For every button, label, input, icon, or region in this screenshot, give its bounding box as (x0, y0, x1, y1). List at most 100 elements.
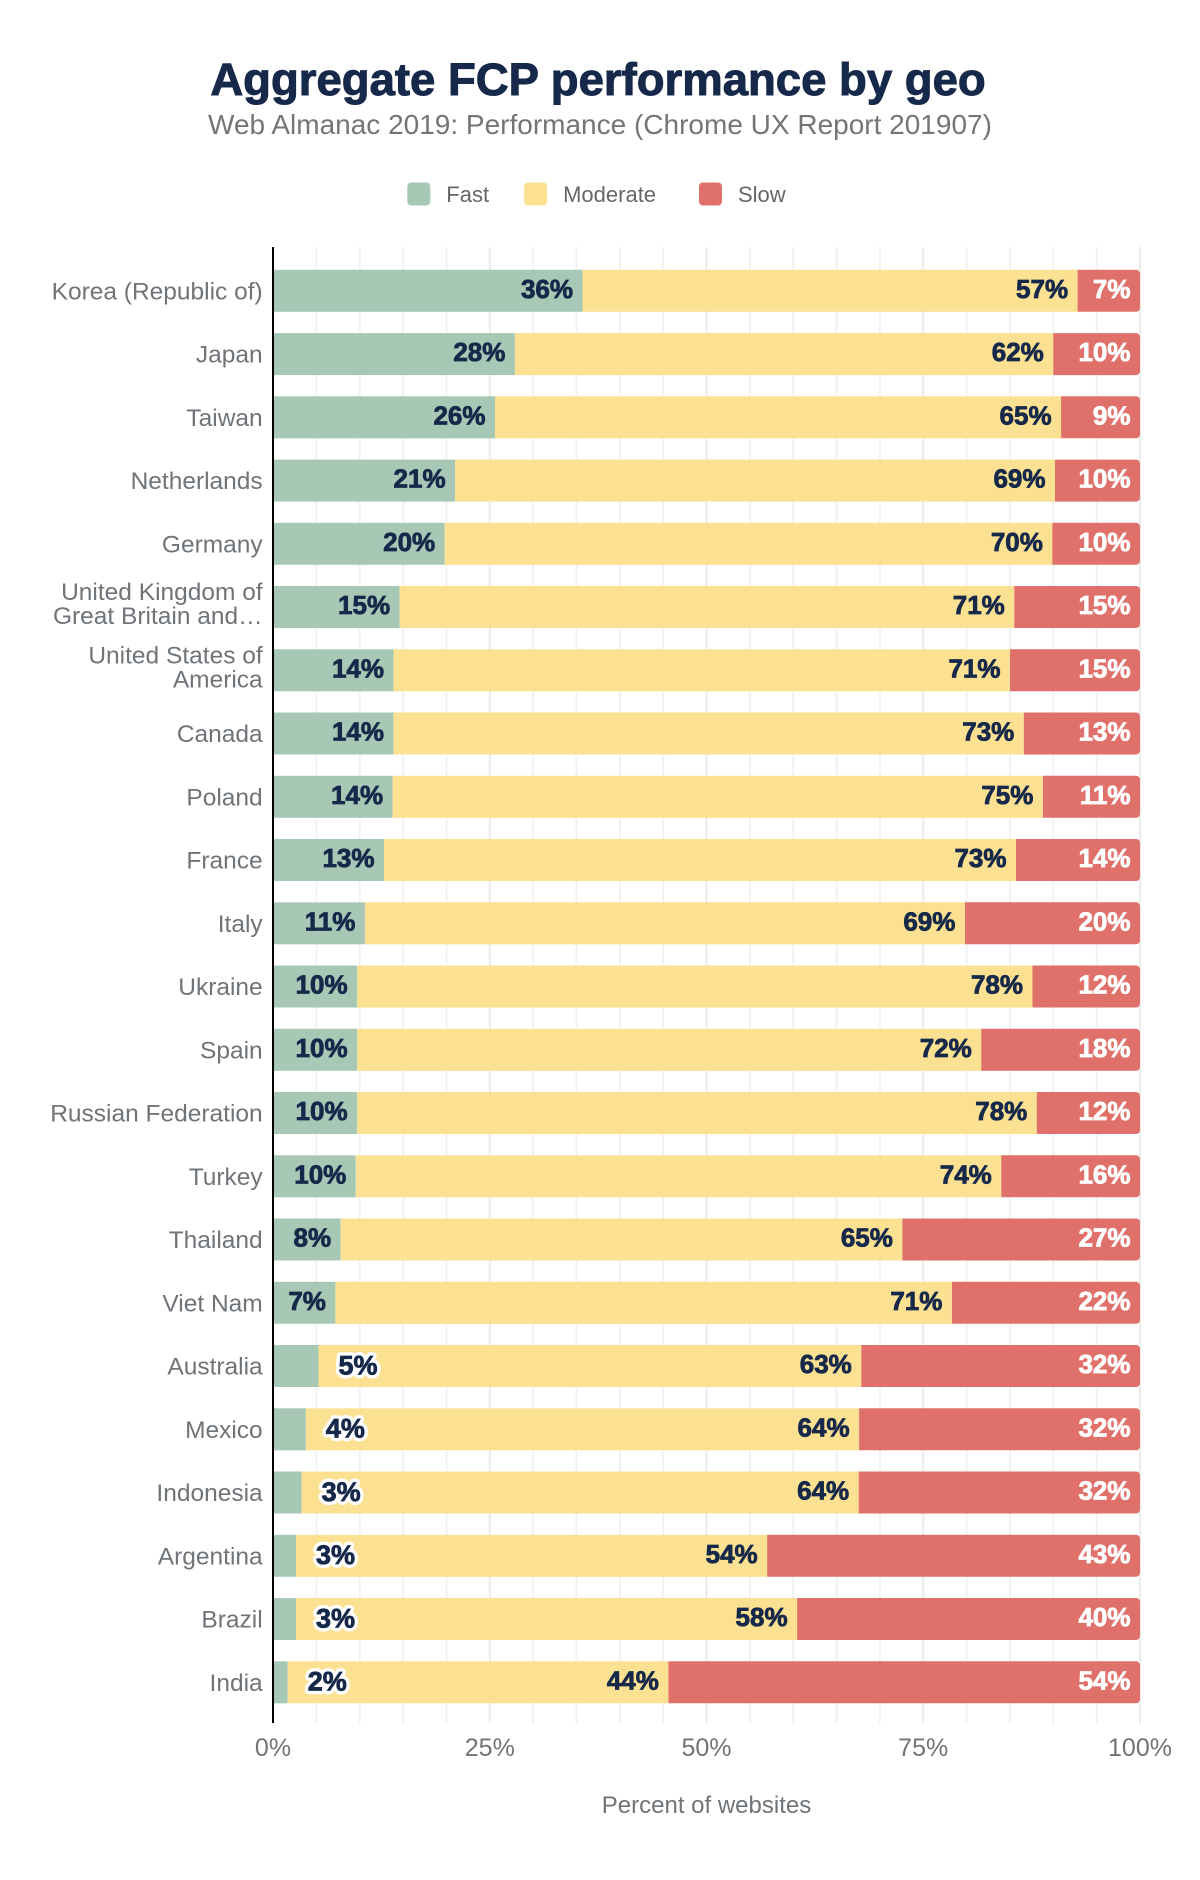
svg-text:10%: 10% (1078, 527, 1130, 557)
svg-text:44%: 44% (607, 1665, 659, 1695)
svg-text:2%: 2% (308, 1667, 347, 1697)
svg-text:India: India (210, 1670, 264, 1697)
svg-text:10%: 10% (296, 1033, 348, 1063)
svg-text:71%: 71% (953, 590, 1005, 620)
svg-text:15%: 15% (1078, 590, 1130, 620)
svg-text:Korea (Republic of): Korea (Republic of) (52, 278, 263, 305)
svg-text:Russian Federation: Russian Federation (50, 1101, 262, 1128)
svg-text:Moderate: Moderate (563, 182, 656, 207)
svg-text:100%: 100% (1108, 1734, 1172, 1762)
svg-text:32%: 32% (1078, 1349, 1130, 1379)
svg-text:69%: 69% (903, 906, 955, 936)
svg-text:26%: 26% (433, 400, 485, 430)
svg-text:Great Britain and…: Great Britain and… (53, 603, 263, 630)
svg-text:3%: 3% (322, 1477, 361, 1507)
svg-text:United States of: United States of (88, 642, 263, 669)
svg-text:3%: 3% (316, 1540, 355, 1570)
svg-text:Brazil: Brazil (201, 1607, 262, 1634)
svg-text:Germany: Germany (162, 531, 264, 558)
svg-text:20%: 20% (383, 527, 435, 557)
svg-text:Slow: Slow (738, 182, 786, 207)
svg-text:Japan: Japan (196, 342, 263, 369)
svg-text:16%: 16% (1078, 1159, 1130, 1189)
svg-text:Argentina: Argentina (158, 1543, 263, 1570)
svg-text:14%: 14% (331, 780, 383, 810)
svg-text:Spain: Spain (200, 1037, 263, 1064)
svg-text:Taiwan: Taiwan (186, 405, 262, 432)
svg-text:France: France (186, 848, 262, 875)
svg-text:75%: 75% (898, 1734, 948, 1762)
svg-text:Viet Nam: Viet Nam (162, 1290, 262, 1317)
svg-text:13%: 13% (1078, 717, 1130, 747)
svg-text:28%: 28% (453, 337, 505, 367)
svg-text:11%: 11% (305, 906, 356, 936)
svg-text:36%: 36% (521, 274, 573, 304)
svg-text:Australia: Australia (167, 1354, 263, 1381)
svg-text:United Kingdom of: United Kingdom of (61, 579, 263, 606)
svg-text:Canada: Canada (177, 721, 263, 748)
svg-text:12%: 12% (1078, 1096, 1130, 1126)
svg-text:Thailand: Thailand (169, 1227, 263, 1254)
svg-text:78%: 78% (971, 970, 1023, 1000)
svg-text:4%: 4% (326, 1414, 365, 1444)
svg-text:32%: 32% (1078, 1476, 1130, 1506)
svg-text:72%: 72% (920, 1033, 972, 1063)
svg-text:4%: 4% (326, 1414, 365, 1444)
svg-text:2%: 2% (308, 1667, 347, 1697)
svg-text:69%: 69% (993, 464, 1045, 494)
svg-text:9%: 9% (1093, 400, 1131, 430)
svg-text:71%: 71% (890, 1286, 942, 1316)
svg-text:43%: 43% (1078, 1539, 1130, 1569)
svg-text:14%: 14% (332, 717, 384, 747)
svg-text:7%: 7% (1093, 274, 1131, 304)
svg-text:Indonesia: Indonesia (156, 1480, 263, 1507)
svg-text:Italy: Italy (218, 911, 264, 938)
svg-text:18%: 18% (1078, 1033, 1130, 1063)
svg-text:America: America (173, 667, 263, 694)
svg-text:3%: 3% (316, 1540, 355, 1570)
svg-text:40%: 40% (1078, 1602, 1130, 1632)
svg-text:Web Almanac 2019: Performance: Web Almanac 2019: Performance (Chrome UX… (208, 109, 992, 140)
svg-text:71%: 71% (948, 653, 1000, 683)
svg-text:0%: 0% (255, 1734, 291, 1762)
svg-text:12%: 12% (1078, 970, 1130, 1000)
svg-text:73%: 73% (954, 843, 1006, 873)
svg-text:32%: 32% (1078, 1412, 1130, 1442)
svg-text:70%: 70% (991, 527, 1043, 557)
svg-text:50%: 50% (681, 1734, 731, 1762)
svg-text:3%: 3% (322, 1477, 361, 1507)
svg-text:57%: 57% (1016, 274, 1068, 304)
svg-text:Fast: Fast (446, 182, 489, 207)
svg-text:11%: 11% (1080, 780, 1131, 810)
svg-text:Poland: Poland (186, 784, 262, 811)
svg-text:7%: 7% (288, 1286, 326, 1316)
svg-text:78%: 78% (975, 1096, 1027, 1126)
svg-text:15%: 15% (1078, 653, 1130, 683)
svg-text:65%: 65% (841, 1223, 893, 1253)
svg-text:14%: 14% (1078, 843, 1130, 873)
svg-text:64%: 64% (798, 1412, 850, 1442)
svg-text:22%: 22% (1078, 1286, 1130, 1316)
svg-text:25%: 25% (465, 1734, 515, 1762)
svg-text:58%: 58% (736, 1602, 788, 1632)
svg-text:Percent of websites: Percent of websites (602, 1792, 811, 1819)
svg-text:20%: 20% (1078, 906, 1130, 936)
svg-text:5%: 5% (339, 1350, 378, 1380)
svg-text:73%: 73% (962, 717, 1014, 747)
svg-text:27%: 27% (1078, 1223, 1130, 1253)
svg-text:10%: 10% (1078, 337, 1130, 367)
svg-text:74%: 74% (940, 1159, 992, 1189)
svg-text:Netherlands: Netherlands (131, 468, 263, 495)
svg-text:5%: 5% (339, 1350, 378, 1380)
svg-text:Mexico: Mexico (185, 1417, 263, 1444)
svg-text:8%: 8% (294, 1223, 332, 1253)
svg-text:10%: 10% (294, 1159, 346, 1189)
svg-text:62%: 62% (992, 337, 1044, 367)
svg-text:54%: 54% (1078, 1665, 1130, 1695)
svg-text:3%: 3% (316, 1603, 355, 1633)
svg-text:63%: 63% (800, 1349, 852, 1379)
svg-text:21%: 21% (394, 464, 446, 494)
svg-text:Ukraine: Ukraine (178, 974, 262, 1001)
svg-text:10%: 10% (296, 970, 348, 1000)
svg-text:3%: 3% (316, 1603, 355, 1633)
